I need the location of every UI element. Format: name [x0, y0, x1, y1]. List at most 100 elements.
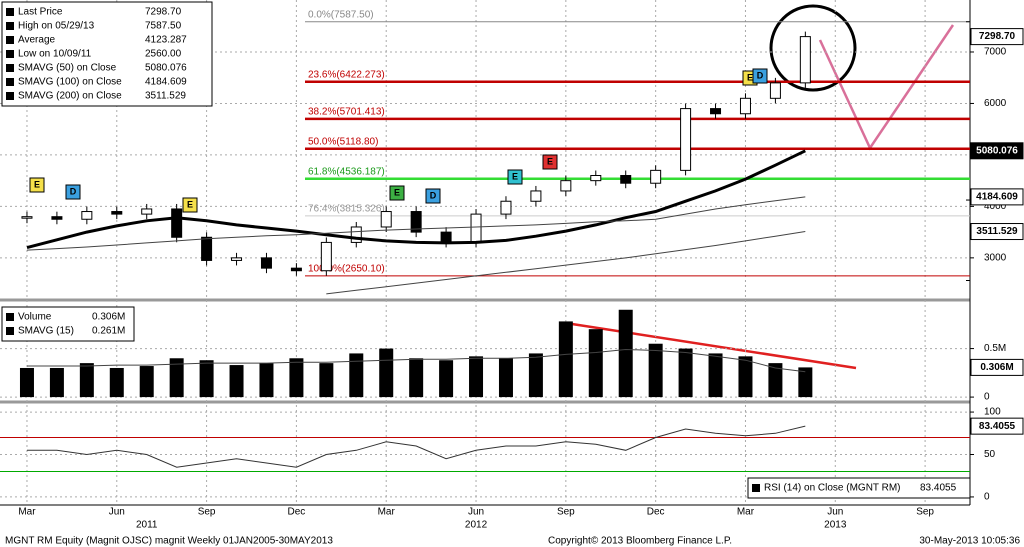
legend-swatch — [6, 22, 14, 30]
y-tick-label: 100 — [984, 407, 1001, 418]
legend-swatch — [6, 92, 14, 100]
legend-value: 5080.076 — [145, 63, 187, 74]
value-box-label: 5080.076 — [976, 145, 1018, 156]
candle — [141, 208, 153, 215]
candle — [560, 180, 572, 192]
event-label: D — [70, 186, 77, 196]
x-tick-label: Sep — [557, 507, 575, 518]
volume-bar — [798, 367, 813, 398]
volume-bar — [648, 343, 663, 398]
volume-bar — [379, 348, 394, 398]
volume-bar — [289, 358, 304, 398]
x-tick-label: Jun — [109, 507, 125, 518]
y-tick-label: 0 — [984, 492, 990, 503]
rsi-line — [27, 425, 806, 468]
legend-swatch — [6, 313, 14, 321]
x-tick-label: Dec — [288, 507, 306, 518]
y-tick-label: 3000 — [984, 252, 1007, 263]
legend-box — [1, 306, 135, 342]
fib-label: 100.0%(2650.10) — [308, 264, 385, 275]
event-icon — [29, 177, 45, 193]
legend-value: 0.306M — [92, 312, 125, 323]
sma-line — [26, 149, 806, 250]
candle — [290, 267, 302, 272]
candle — [500, 200, 512, 215]
fib-label: 76.4%(3815.326) — [308, 204, 385, 215]
fib-label: 0.0%(7587.50) — [308, 9, 374, 20]
volume-bar — [349, 353, 364, 398]
candle — [530, 190, 542, 202]
fib-label: 50.0%(5118.80) — [308, 136, 378, 147]
legend-swatch — [6, 78, 14, 86]
candle — [171, 208, 183, 238]
value-box — [970, 223, 1024, 241]
legend-label: SMAVG (15) — [18, 326, 74, 337]
legend-label: RSI (14) on Close (MGNT RM) — [764, 483, 901, 494]
y-tick-label: 4000 — [984, 201, 1007, 212]
value-box — [970, 417, 1024, 435]
volume-bar — [199, 360, 214, 398]
legend-label: Low on 10/09/11 — [18, 49, 92, 60]
volume-bar — [169, 358, 184, 398]
event-icon — [65, 184, 81, 200]
volume-bar — [319, 363, 334, 398]
legend-swatch — [6, 8, 14, 16]
event-label: D — [757, 70, 764, 80]
candle — [111, 211, 123, 215]
candle — [201, 236, 213, 261]
candle — [769, 82, 781, 99]
event-icon — [425, 188, 441, 204]
volume-bar — [588, 329, 603, 398]
legend-swatch — [6, 327, 14, 335]
legend-box — [747, 477, 971, 499]
legend-box — [1, 1, 213, 107]
value-box-label: 0.306M — [980, 362, 1013, 373]
volume-bar — [618, 309, 633, 398]
candle — [380, 211, 392, 228]
x-tick-label: Sep — [916, 507, 934, 518]
volume-bar — [139, 366, 154, 398]
candle — [710, 108, 722, 115]
volume-bar — [49, 367, 64, 398]
fib-label: 23.6%(6422.273) — [308, 69, 385, 80]
value-box — [970, 142, 1024, 160]
candle — [51, 216, 63, 220]
event-label: E — [547, 156, 553, 166]
candle — [21, 216, 33, 219]
event-label: E — [394, 187, 400, 197]
candle — [680, 108, 692, 171]
volume-bar — [259, 363, 274, 398]
candle — [81, 211, 93, 220]
fib-label: 38.2%(5701.413) — [308, 106, 385, 117]
footer-center: Copyright© 2013 Bloomberg Finance L.P. — [548, 536, 732, 547]
volume-bar — [79, 363, 94, 398]
event-label: E — [187, 199, 193, 209]
candle — [620, 175, 632, 184]
legend-value: 7587.50 — [145, 21, 182, 32]
legend-label: High on 05/29/13 — [18, 21, 95, 32]
sma-line — [326, 231, 806, 295]
event-icon — [752, 68, 768, 84]
highlight-circle — [769, 4, 857, 92]
legend-label: SMAVG (100) on Close — [18, 77, 122, 88]
candle — [231, 257, 243, 261]
volume-bar — [439, 360, 454, 398]
event-label: D — [430, 190, 437, 200]
volume-bar — [678, 348, 693, 398]
year-label: 2011 — [136, 520, 158, 531]
legend-label: SMAVG (200) on Close — [18, 91, 122, 102]
footer-right: 30-May-2013 10:05:36 — [919, 536, 1020, 547]
candle — [440, 231, 452, 243]
value-box — [970, 28, 1024, 46]
volume-bar — [708, 353, 723, 398]
year-label: 2013 — [824, 520, 847, 531]
volume-bar — [558, 321, 573, 398]
legend-value: 2560.00 — [145, 49, 182, 60]
volume-bar — [109, 367, 124, 398]
x-tick-label: Mar — [737, 507, 755, 518]
legend-label: SMAVG (50) on Close — [18, 63, 117, 74]
event-label: E — [34, 179, 40, 189]
volume-bar — [768, 363, 783, 398]
candle — [590, 175, 602, 182]
